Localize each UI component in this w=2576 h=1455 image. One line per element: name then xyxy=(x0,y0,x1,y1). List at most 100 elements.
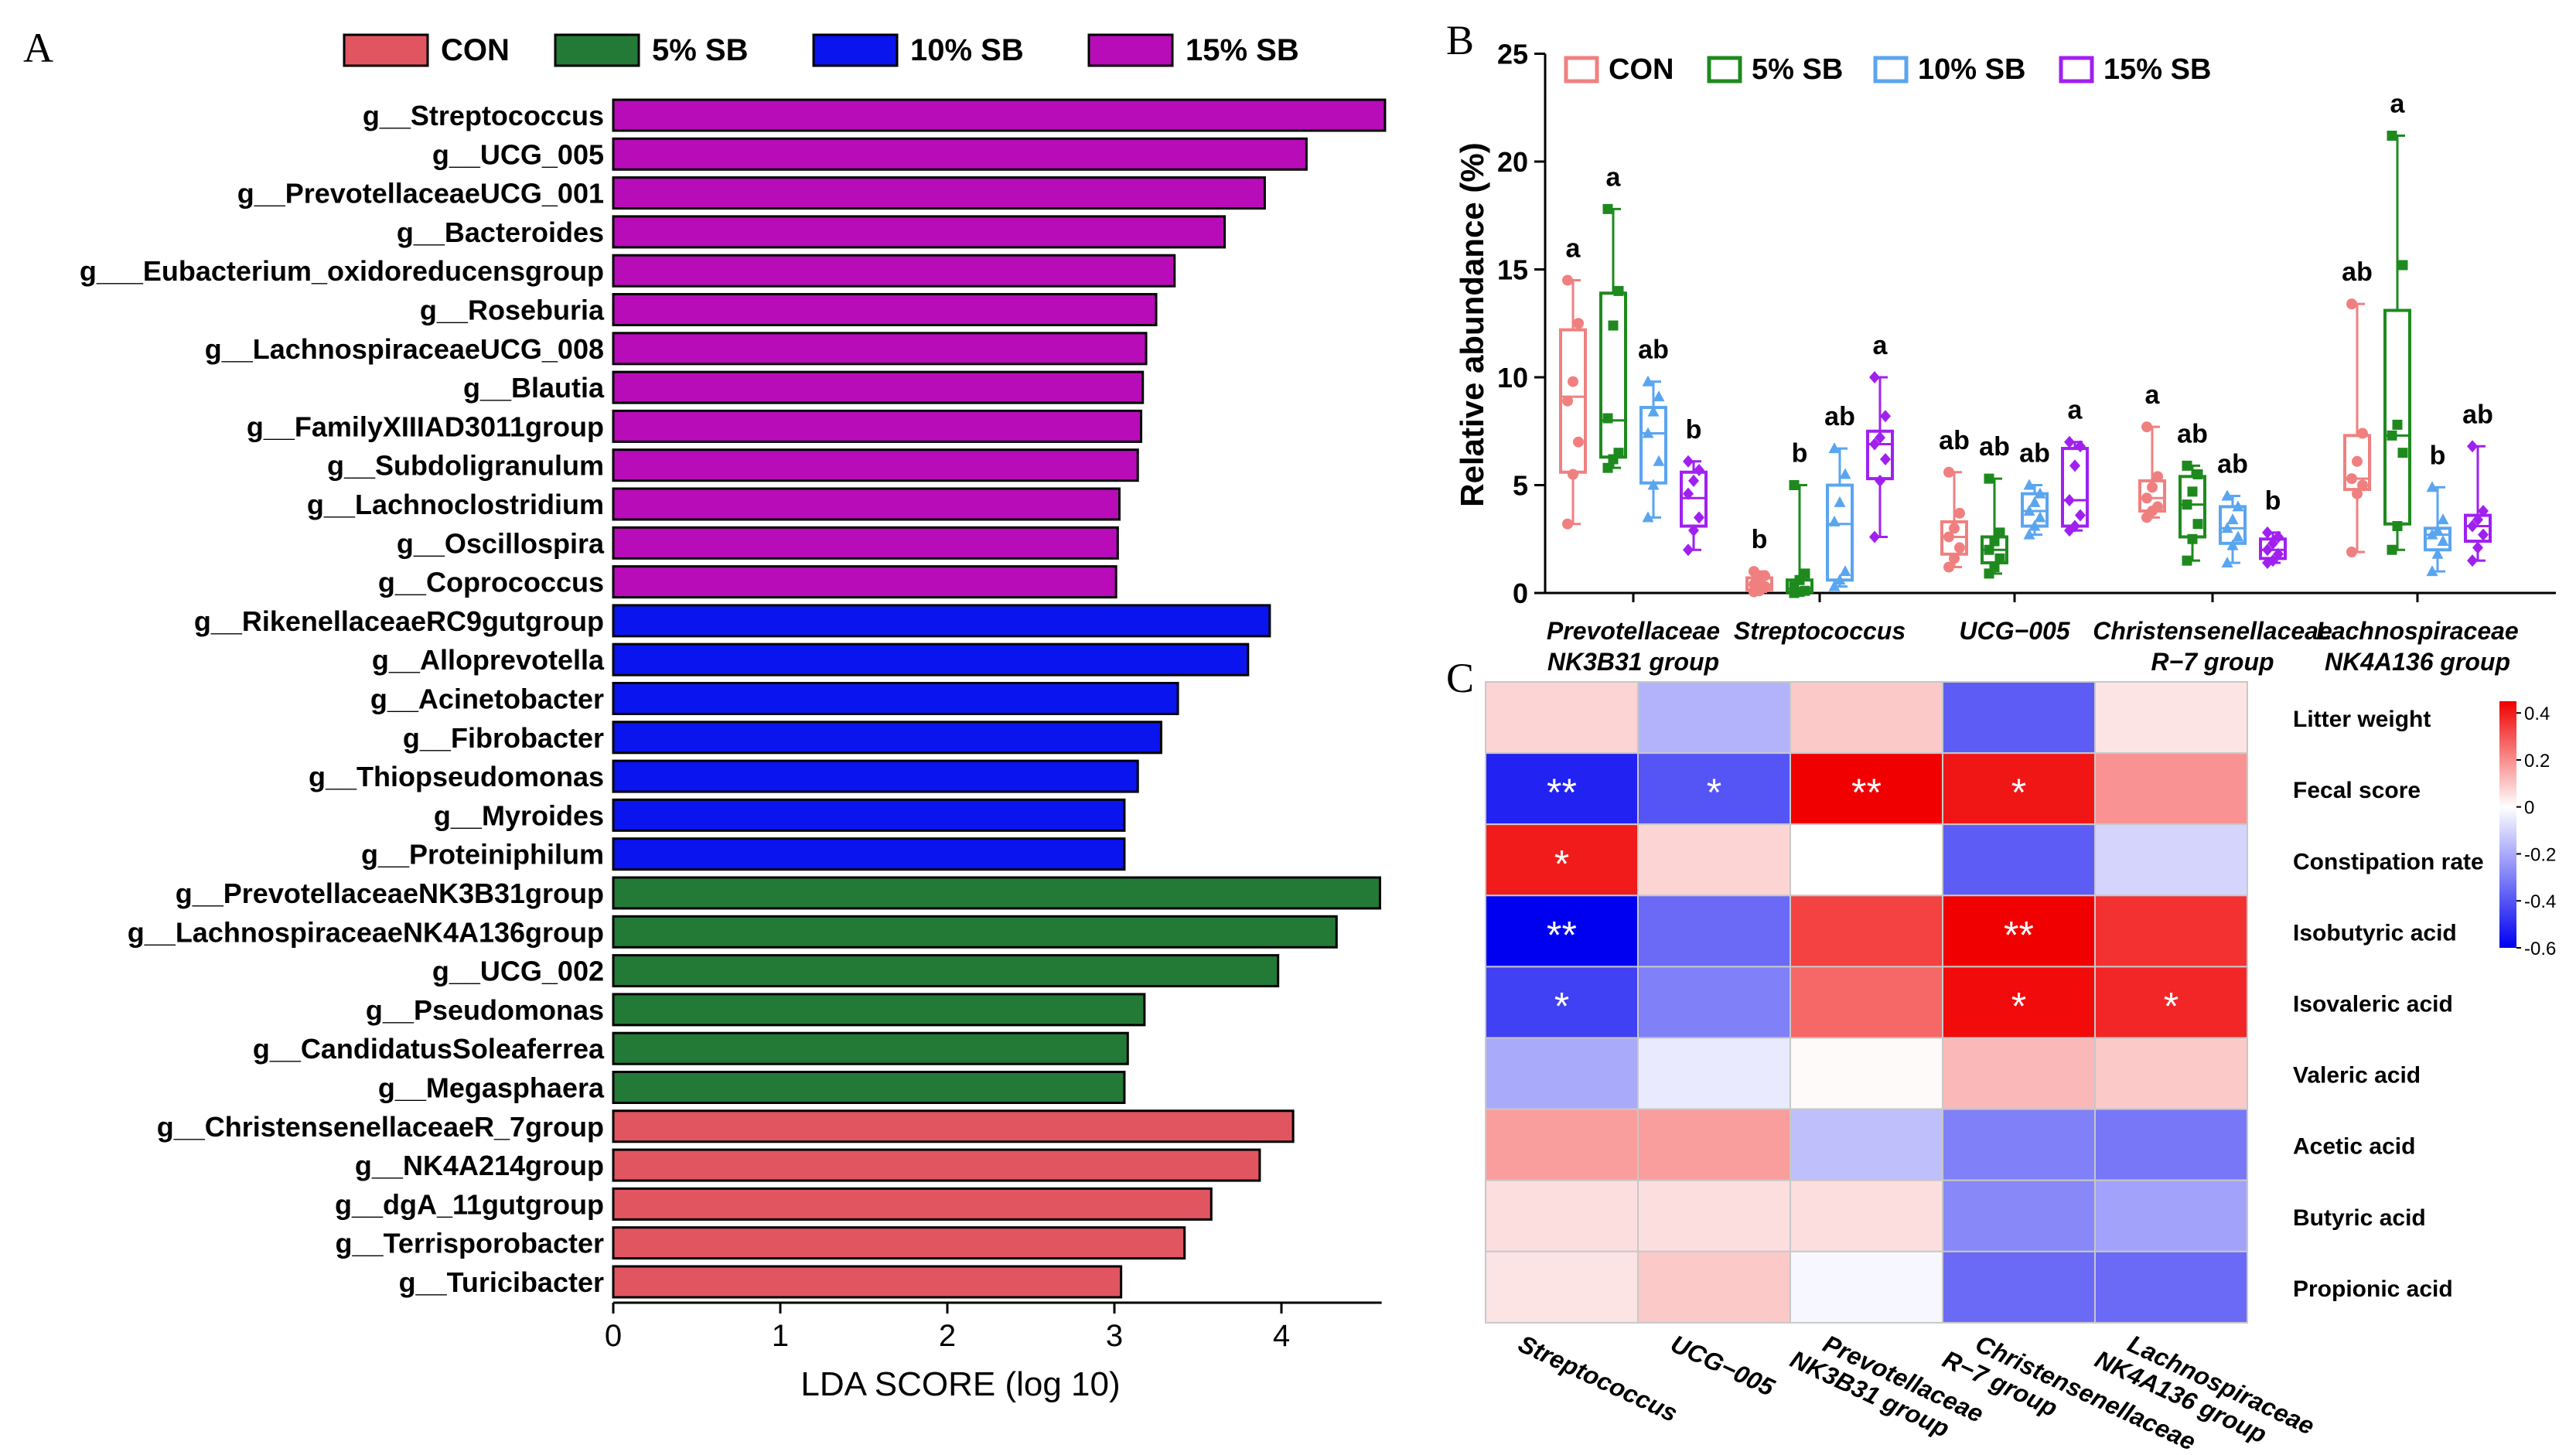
box-lachnospiraceae-15-sb: ab xyxy=(2462,400,2493,567)
lda-bar-g-proteiniphilum xyxy=(612,837,1126,871)
lda-bar-g-ucg-002 xyxy=(612,954,1280,988)
data-point xyxy=(1994,527,2005,538)
data-point xyxy=(2426,528,2438,540)
data-point xyxy=(1602,203,1613,214)
row-label-acetic-acid: Acetic acid xyxy=(2293,1134,2415,1160)
heatmap-cell-acetic-acid-prevotellaceae xyxy=(1790,1108,1943,1181)
lda-bar-label: g__Roseburia xyxy=(420,295,605,326)
legend-label-5-sb: 5% SB xyxy=(1752,53,1843,86)
lda-bar-label: g__dgA_11gutgroup xyxy=(335,1188,604,1220)
lda-bar-label: g__Megasphaera xyxy=(378,1072,605,1104)
lda-bar-g-pseudomonas xyxy=(612,993,1146,1027)
heatmap-cell-isovaleric-acid-streptococcus xyxy=(1485,966,1639,1039)
data-point xyxy=(1613,285,1624,296)
data-point xyxy=(2467,520,2478,533)
significance-letter: a xyxy=(1566,233,1581,263)
category-label-christensenellaceae: Christensenellaceae xyxy=(2093,617,2332,645)
lda-bar-g-rikenellaceaerc9gutgroup xyxy=(612,604,1271,638)
data-point xyxy=(1869,371,1880,383)
data-point xyxy=(2478,528,2489,541)
data-point xyxy=(2426,481,2438,492)
data-point xyxy=(1789,480,1800,490)
data-point xyxy=(1943,561,1954,573)
panel-label-a: A xyxy=(23,25,53,71)
significance-letter: ab xyxy=(2342,257,2373,287)
lda-bar-g-thiopseudomonas xyxy=(612,759,1139,793)
significance-marker: ** xyxy=(1547,913,1577,956)
data-point xyxy=(1954,507,1965,519)
lda-bar-g-bacteroides xyxy=(612,215,1227,249)
data-point xyxy=(2187,533,2198,544)
lda-bar-label: g__Streptococcus xyxy=(363,100,604,131)
lda-bar-label: g__Coprococcus xyxy=(378,567,604,598)
category-label-ucg-005: UCG−005 xyxy=(1959,617,2070,645)
heatmap-cell-propionic-acid-prevotellaceae xyxy=(1790,1250,1943,1324)
lda-bar-g-familyxiiiad3011group xyxy=(612,409,1143,443)
data-point xyxy=(2192,519,2203,530)
data-point xyxy=(1688,524,1699,537)
heatmap-cell-butyric-acid-christensenellaceae xyxy=(1942,1179,2096,1252)
category-label-lachnospiraceae: Lachnospiraceae xyxy=(2316,617,2518,645)
significance-letter: b xyxy=(2265,486,2281,516)
heatmap-cell-valeric-acid-ucg-005 xyxy=(1637,1037,1791,1110)
heatmap-cell-constipation-rate-prevotellaceae xyxy=(1790,823,1943,897)
box-ucg-005-15-sb: a xyxy=(2061,396,2089,537)
data-point xyxy=(1568,376,1578,387)
legend-swatch-con xyxy=(343,33,429,67)
x-axis-tick-label: 2 xyxy=(939,1319,956,1353)
panel-label-b: B xyxy=(1446,17,1474,63)
data-point xyxy=(2472,513,2483,526)
category-label-line2: R−7 group xyxy=(2151,648,2274,676)
box-ucg-005-10-sb: ab xyxy=(2019,439,2050,540)
x-axis-tick-label: 4 xyxy=(1273,1319,1290,1353)
significance-marker: ** xyxy=(2004,913,2034,956)
data-point xyxy=(2023,528,2035,540)
lda-bar-label: g__LachnospiraceaeNK4A136group xyxy=(128,916,604,948)
lda-bar-label: g__RikenellaceaeRC9gutgroup xyxy=(194,605,604,637)
data-point xyxy=(1683,543,1694,557)
lda-bar-label: g__PrevotellaceaeNK3B31group xyxy=(176,877,604,909)
heatmap-cell-acetic-acid-streptococcus xyxy=(1485,1108,1639,1181)
box-prevotellaceae-10-sb: ab xyxy=(1638,336,1669,523)
lda-bar-label: g__Blautia xyxy=(463,372,605,404)
lda-bar-g-coprococcus xyxy=(612,565,1117,599)
lda-bar-label: g__CandidatusSoleaferrea xyxy=(253,1033,605,1065)
lda-bar-g-ucg-005 xyxy=(612,137,1308,171)
data-point xyxy=(1828,515,1841,526)
data-point xyxy=(2152,471,2163,482)
y-axis-tick-label: 25 xyxy=(1497,39,1528,70)
colorbar-tick-label: 0.2 xyxy=(2524,751,2550,772)
data-point xyxy=(2141,421,2152,433)
heatmap-cell-litter-weight-lachnospiraceae xyxy=(2094,681,2248,755)
heatmap-cell-propionic-acid-streptococcus xyxy=(1485,1250,1639,1324)
lda-bar-label: g__Acinetobacter xyxy=(370,683,604,715)
legend-label-5-sb: 5% SB xyxy=(652,33,749,67)
significance-letter: ab xyxy=(1939,426,1970,455)
lda-bar-label: g__Lachnoclostridium xyxy=(307,489,604,520)
significance-letter: ab xyxy=(2177,419,2208,448)
significance-letter: ab xyxy=(1638,336,1669,365)
data-point xyxy=(1880,410,1891,423)
heatmap-cell-valeric-acid-prevotellaceae xyxy=(1790,1037,1943,1110)
box-christensenellaceae-con: a xyxy=(2138,380,2166,523)
heatmap-cell-fecal-score-lachnospiraceae xyxy=(2094,752,2248,826)
lda-bar-g-lachnoclostridium xyxy=(612,487,1121,521)
data-point xyxy=(1994,553,2005,564)
box-christensenellaceae-5-sb: ab xyxy=(2177,419,2208,566)
lda-bar-label: g__LachnospiraceaeUCG_008 xyxy=(205,333,604,365)
lda-bar-label: g__Thiopseudomonas xyxy=(309,761,604,792)
data-point xyxy=(2221,489,2233,501)
legend-swatch-15-sb xyxy=(1087,33,1174,67)
data-point xyxy=(2262,543,2273,557)
y-axis-tick-label: 20 xyxy=(1497,146,1528,178)
data-point xyxy=(2346,546,2357,557)
legend-label-15-sb: 15% SB xyxy=(2103,53,2211,86)
colorbar-tick-label: 0 xyxy=(2524,798,2534,819)
significance-marker: ** xyxy=(1851,771,1882,814)
lda-bar-g-eubacterium-oxidoreducensgroup xyxy=(612,254,1176,288)
data-point xyxy=(1642,511,1654,523)
lda-bar-label: g__ChristensenellaceaeR_7group xyxy=(157,1111,604,1143)
panel-b-boxplot-chart: CON 5% SB 10% SB 15% SB 0 5 10 15 20 25 Relative a… xyxy=(1454,39,2556,676)
heatmap-cell-fecal-score-ucg-005 xyxy=(1637,752,1791,826)
data-point xyxy=(1613,448,1624,458)
